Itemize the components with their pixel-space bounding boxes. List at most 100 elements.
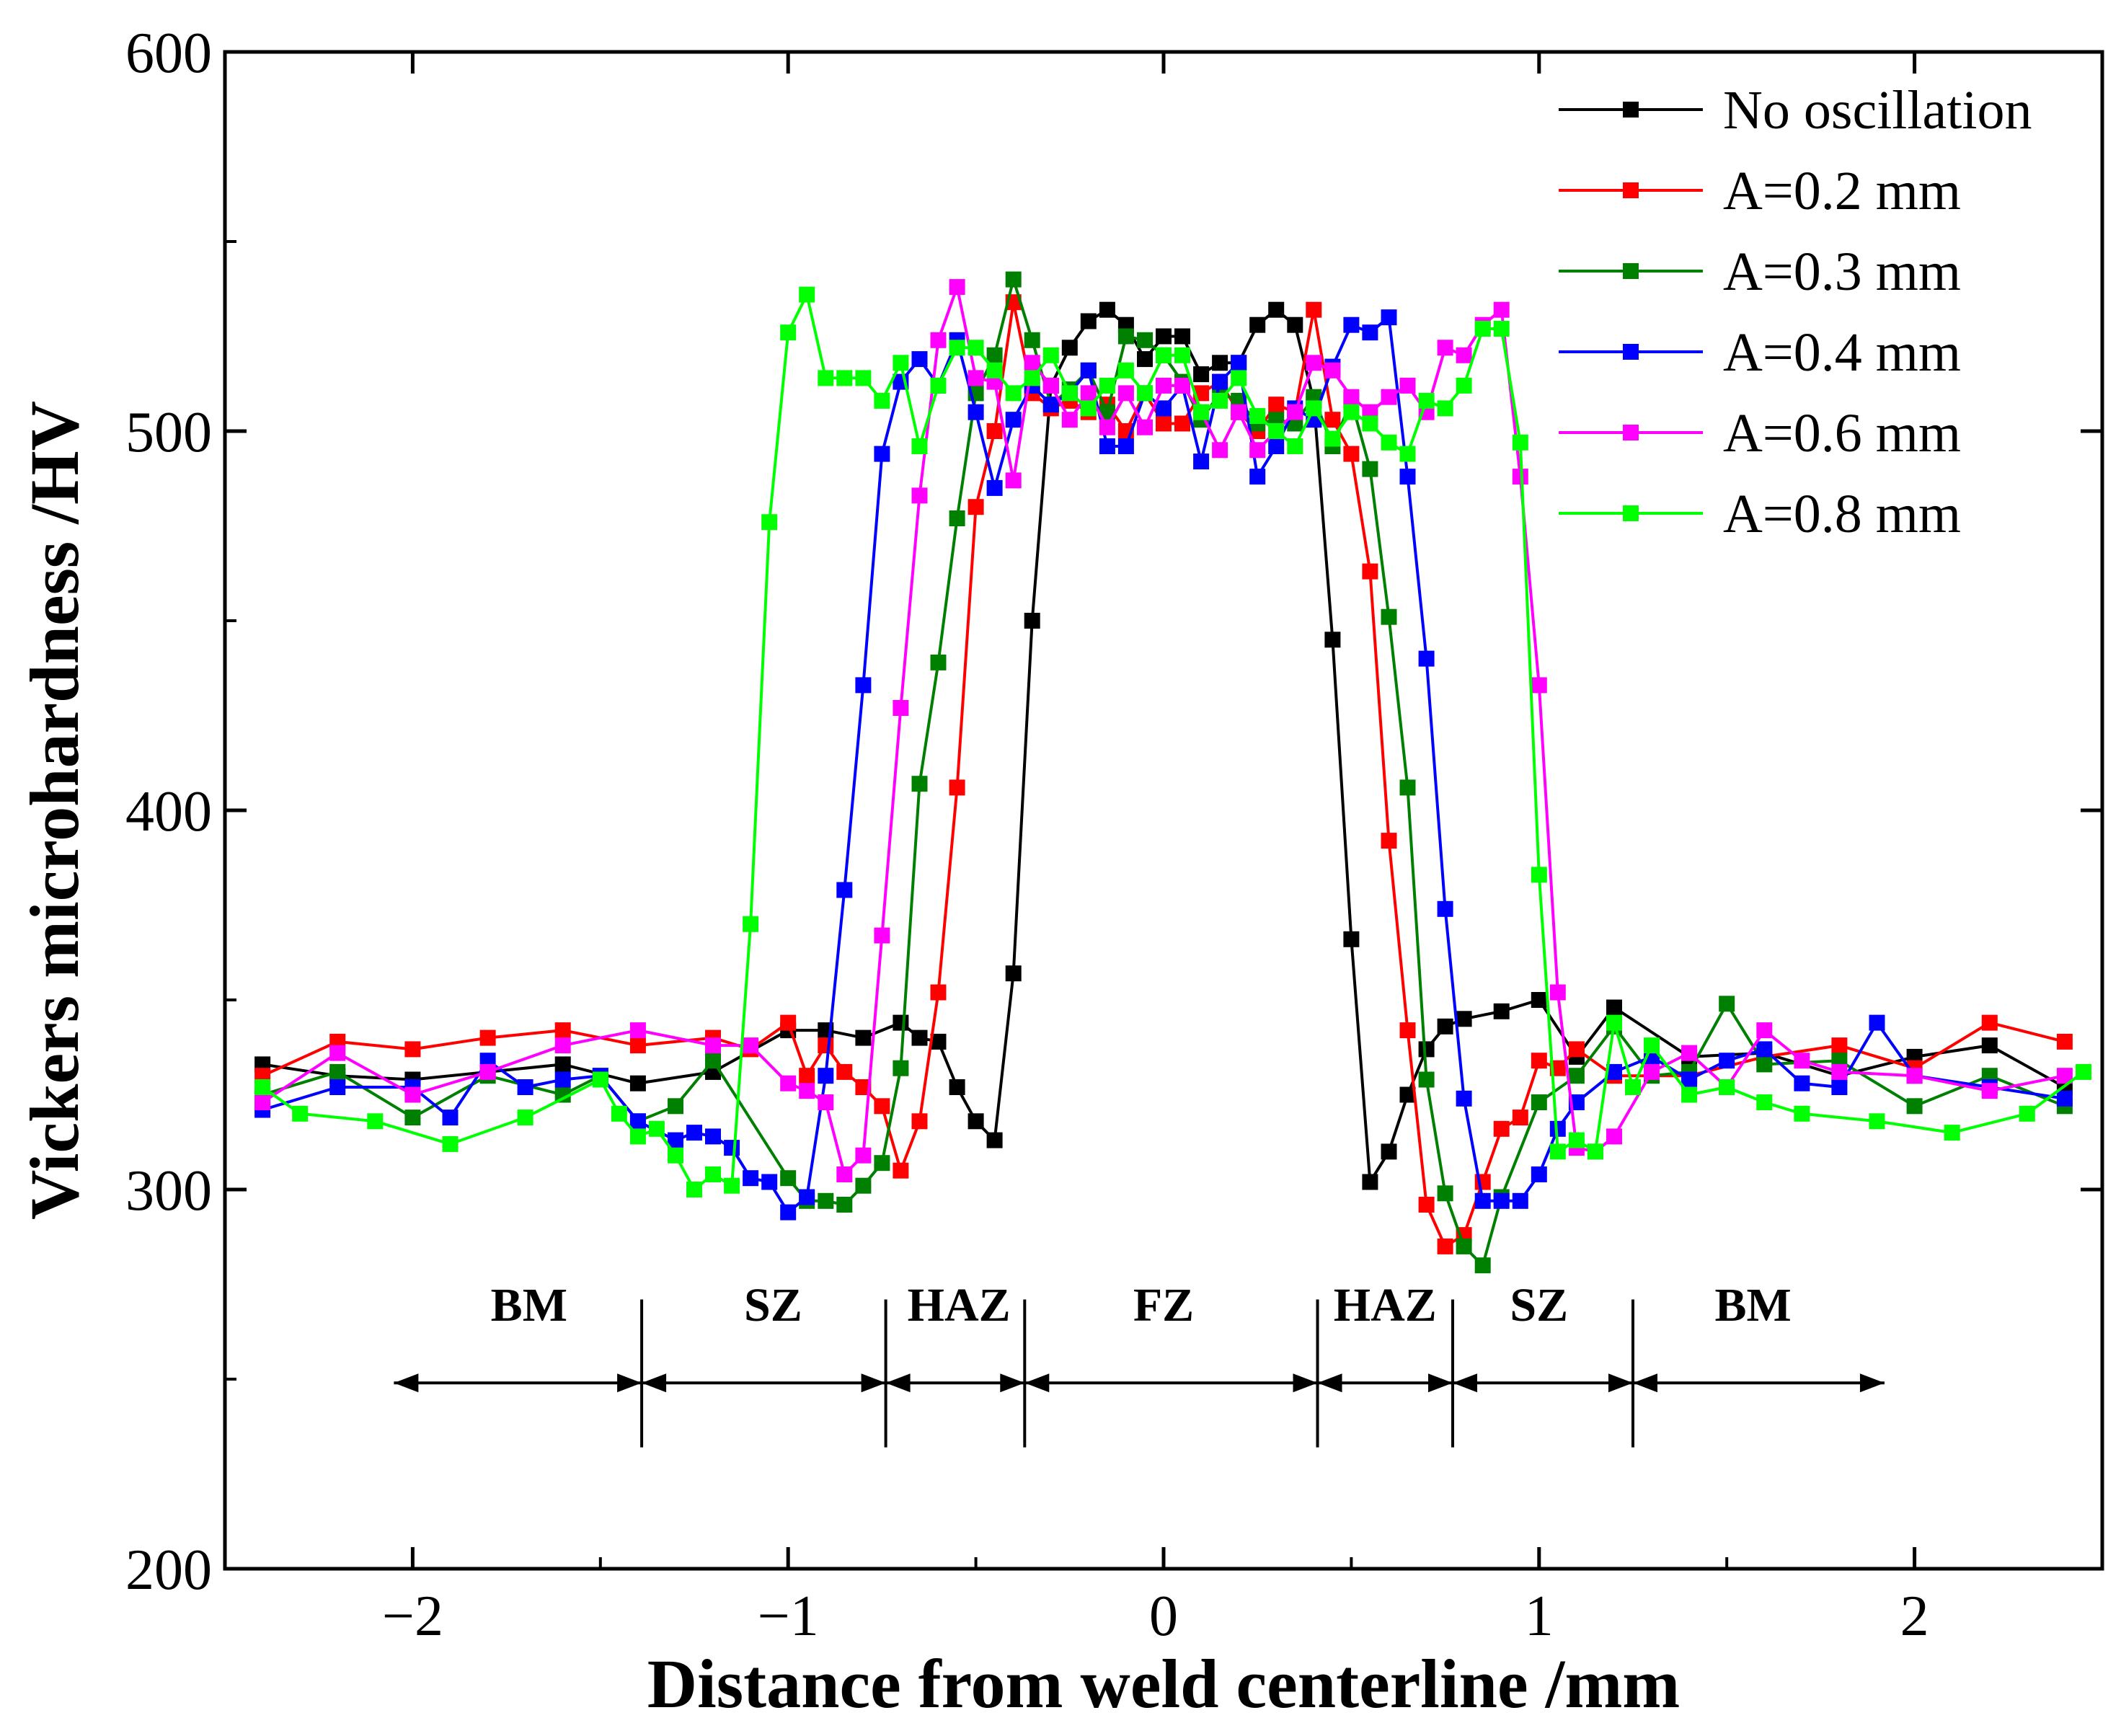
data-point bbox=[1287, 404, 1303, 420]
zone-arrow-head-right bbox=[1428, 1373, 1453, 1393]
data-point bbox=[329, 1063, 346, 1080]
data-point bbox=[1249, 316, 1266, 333]
data-point bbox=[1549, 1120, 1566, 1137]
data-point bbox=[780, 1204, 797, 1221]
data-point bbox=[2019, 1105, 2035, 1122]
data-series bbox=[254, 271, 2091, 1274]
legend-marker bbox=[1623, 102, 1639, 118]
data-point bbox=[2056, 1090, 2073, 1107]
data-point bbox=[1362, 461, 1378, 477]
data-point bbox=[780, 1170, 797, 1187]
data-point bbox=[1437, 1185, 1453, 1202]
data-point bbox=[855, 1177, 872, 1194]
legend-label: A=0.4 mm bbox=[1723, 322, 1961, 383]
data-point bbox=[1212, 373, 1228, 390]
data-point bbox=[855, 1079, 872, 1095]
legend-marker bbox=[1623, 505, 1639, 521]
data-point bbox=[930, 654, 947, 670]
x-tick-label: −1 bbox=[758, 1585, 819, 1648]
data-point bbox=[1156, 377, 1172, 394]
data-point bbox=[1906, 1068, 1923, 1084]
zone-arrow-head-right bbox=[617, 1373, 642, 1393]
data-point bbox=[1042, 377, 1059, 394]
data-point bbox=[2076, 1063, 2091, 1080]
data-point bbox=[986, 479, 1003, 496]
y-axis-title: Vickers microhardness /HV bbox=[16, 401, 93, 1220]
data-point bbox=[893, 1014, 909, 1031]
zone-arrow-head-right bbox=[1000, 1373, 1025, 1393]
zone-arrow-head-left bbox=[1317, 1373, 1342, 1393]
data-point bbox=[1117, 385, 1134, 402]
data-point bbox=[1437, 340, 1453, 356]
data-point bbox=[799, 286, 815, 303]
data-point bbox=[780, 1014, 797, 1031]
data-point bbox=[1437, 400, 1453, 417]
data-point bbox=[874, 1098, 890, 1115]
legend-label: A=0.8 mm bbox=[1723, 484, 1961, 544]
data-point bbox=[1606, 999, 1622, 1016]
zone-label: SZ bbox=[744, 1279, 802, 1332]
data-point bbox=[1681, 1045, 1698, 1061]
data-point bbox=[1756, 1022, 1773, 1039]
data-point bbox=[1005, 965, 1022, 982]
data-point bbox=[1231, 404, 1247, 420]
data-point bbox=[1794, 1053, 1810, 1069]
zone-arrow-head-right bbox=[1608, 1373, 1633, 1393]
data-point bbox=[1794, 1075, 1810, 1091]
data-point bbox=[818, 1068, 834, 1084]
data-point bbox=[1568, 1068, 1585, 1084]
data-point bbox=[1493, 1192, 1510, 1209]
data-point bbox=[1456, 1090, 1472, 1107]
data-point bbox=[1212, 442, 1228, 459]
legend-label: A=0.6 mm bbox=[1723, 403, 1961, 464]
data-point bbox=[1005, 385, 1022, 402]
data-point bbox=[292, 1105, 309, 1122]
data-point bbox=[554, 1022, 571, 1039]
data-point bbox=[1418, 1041, 1435, 1058]
data-point bbox=[818, 370, 834, 386]
data-point bbox=[1024, 613, 1040, 629]
x-tick-label: 2 bbox=[1900, 1585, 1929, 1648]
data-point bbox=[1437, 1018, 1453, 1035]
x-tick-label: 1 bbox=[1525, 1585, 1554, 1648]
data-point bbox=[1399, 779, 1416, 796]
data-point bbox=[1005, 472, 1022, 489]
data-point bbox=[1681, 1071, 1698, 1088]
data-point bbox=[1719, 1053, 1735, 1069]
zone-arrow-head-left bbox=[1633, 1373, 1657, 1393]
data-point bbox=[1268, 397, 1285, 413]
data-point bbox=[855, 1029, 872, 1046]
data-point bbox=[1362, 415, 1378, 432]
data-point bbox=[705, 1037, 721, 1054]
data-point bbox=[836, 1166, 853, 1182]
zone-label: BM bbox=[1714, 1279, 1791, 1332]
data-point bbox=[668, 1132, 683, 1148]
data-point bbox=[1456, 1238, 1472, 1254]
weld-zones: BM SZ HAZ FZ HAZ SZ BM bbox=[394, 1279, 1885, 1448]
series-line bbox=[261, 293, 2085, 1191]
data-point bbox=[404, 1086, 421, 1103]
data-point bbox=[668, 1147, 683, 1164]
x-tick-label: 0 bbox=[1149, 1585, 1178, 1648]
data-point bbox=[1137, 332, 1153, 348]
legend-marker bbox=[1623, 182, 1639, 198]
data-point bbox=[517, 1079, 533, 1095]
data-point bbox=[1042, 347, 1059, 363]
data-point bbox=[1193, 453, 1210, 470]
data-point bbox=[1099, 301, 1115, 318]
data-point bbox=[1362, 563, 1378, 580]
data-point bbox=[1418, 1071, 1435, 1088]
data-point bbox=[1512, 1192, 1528, 1209]
data-point bbox=[686, 1125, 702, 1141]
data-point bbox=[686, 1182, 702, 1197]
data-point bbox=[1531, 1053, 1547, 1069]
data-point bbox=[1343, 316, 1360, 333]
data-point bbox=[1268, 301, 1285, 318]
data-point bbox=[949, 510, 965, 526]
data-point bbox=[554, 1037, 571, 1054]
data-point bbox=[930, 984, 947, 1001]
data-point bbox=[1249, 469, 1266, 485]
data-point bbox=[1099, 438, 1115, 454]
data-point bbox=[967, 340, 984, 356]
data-point bbox=[1399, 377, 1416, 394]
